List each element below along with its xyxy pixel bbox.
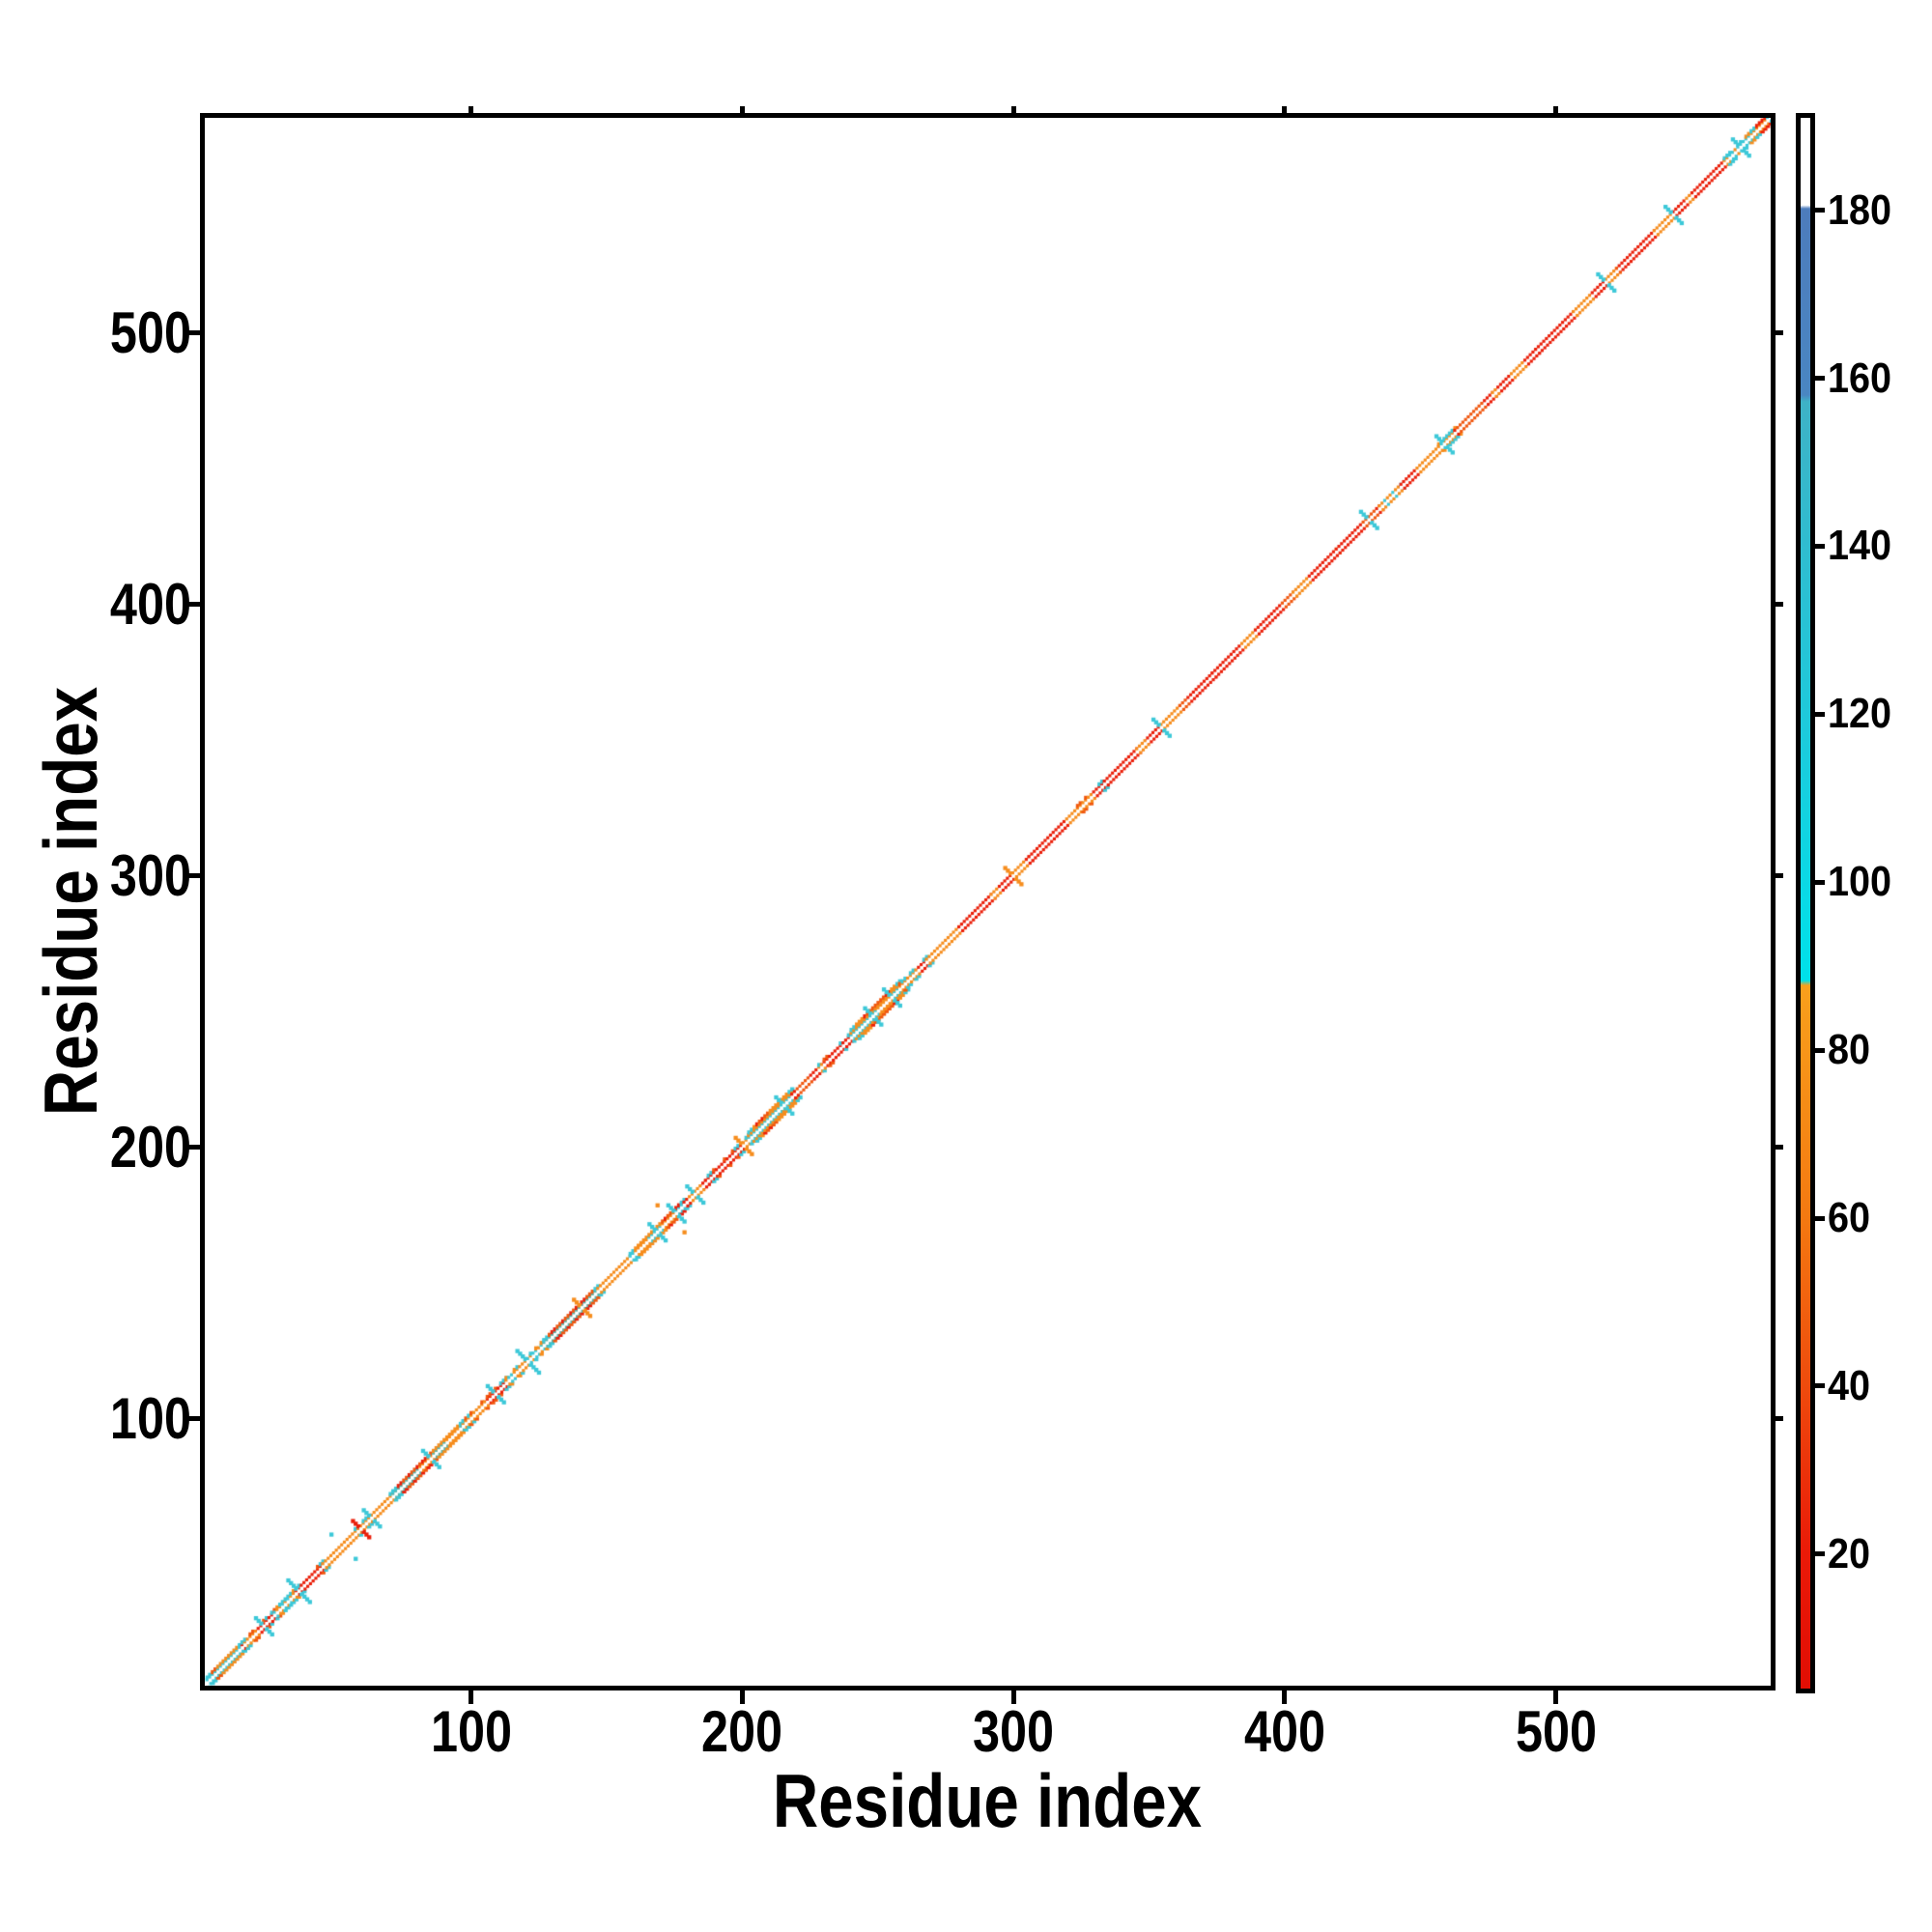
y-tick-label: 400 bbox=[109, 571, 191, 637]
x-tick-label: 200 bbox=[701, 1699, 783, 1764]
colorbar-tick-label: 100 bbox=[1828, 858, 1892, 906]
colorbar-tick bbox=[1815, 543, 1825, 549]
x-tick-label: 300 bbox=[973, 1699, 1055, 1764]
y-tick-right bbox=[1776, 1416, 1783, 1422]
y-tick bbox=[186, 873, 200, 879]
colorbar-tick-label: 80 bbox=[1828, 1026, 1871, 1074]
x-tick-label: 100 bbox=[430, 1699, 512, 1764]
y-tick-right bbox=[1776, 602, 1783, 608]
x-tick-top bbox=[1010, 106, 1016, 113]
colorbar-tick-label: 60 bbox=[1828, 1194, 1871, 1242]
colorbar-tick bbox=[1815, 208, 1825, 213]
colorbar bbox=[1796, 113, 1815, 1693]
y-tick-label: 300 bbox=[109, 842, 191, 908]
y-tick-right bbox=[1776, 1145, 1783, 1151]
contact-map-canvas bbox=[205, 118, 1771, 1686]
y-tick bbox=[186, 330, 200, 336]
plot-area bbox=[200, 113, 1776, 1690]
x-axis-title: Residue index bbox=[772, 1758, 1203, 1843]
colorbar-tick-label: 20 bbox=[1828, 1529, 1871, 1577]
y-tick bbox=[186, 602, 200, 608]
colorbar-tick-label: 120 bbox=[1828, 690, 1892, 738]
x-tick bbox=[1282, 1690, 1288, 1704]
x-tick-label: 400 bbox=[1243, 1699, 1325, 1764]
y-tick bbox=[186, 1416, 200, 1422]
y-tick-right bbox=[1776, 873, 1783, 879]
colorbar-tick-label: 40 bbox=[1828, 1361, 1871, 1409]
x-tick bbox=[1010, 1690, 1016, 1704]
colorbar-tick bbox=[1815, 1383, 1825, 1389]
colorbar-tick bbox=[1815, 376, 1825, 382]
y-tick bbox=[186, 1145, 200, 1151]
colorbar-tick-label: 180 bbox=[1828, 185, 1892, 234]
colorbar-tick bbox=[1815, 1047, 1825, 1053]
y-tick-right bbox=[1776, 330, 1783, 336]
x-tick bbox=[469, 1690, 474, 1704]
x-tick bbox=[739, 1690, 745, 1704]
x-tick bbox=[1553, 1690, 1559, 1704]
colorbar-tick bbox=[1815, 879, 1825, 885]
colorbar-tick bbox=[1815, 1551, 1825, 1557]
x-tick-top bbox=[469, 106, 474, 113]
x-tick-top bbox=[1282, 106, 1288, 113]
colorbar-tick-label: 140 bbox=[1828, 522, 1892, 570]
y-tick-label: 100 bbox=[109, 1385, 191, 1451]
colorbar-tick-label: 160 bbox=[1828, 354, 1892, 402]
x-tick-label: 500 bbox=[1515, 1699, 1597, 1764]
colorbar-gradient bbox=[1801, 118, 1810, 1689]
x-tick-top bbox=[739, 106, 745, 113]
x-tick-top bbox=[1553, 106, 1559, 113]
y-tick-label: 200 bbox=[109, 1114, 191, 1179]
colorbar-tick bbox=[1815, 1215, 1825, 1221]
colorbar-tick bbox=[1815, 711, 1825, 717]
y-tick-label: 500 bbox=[109, 299, 191, 365]
